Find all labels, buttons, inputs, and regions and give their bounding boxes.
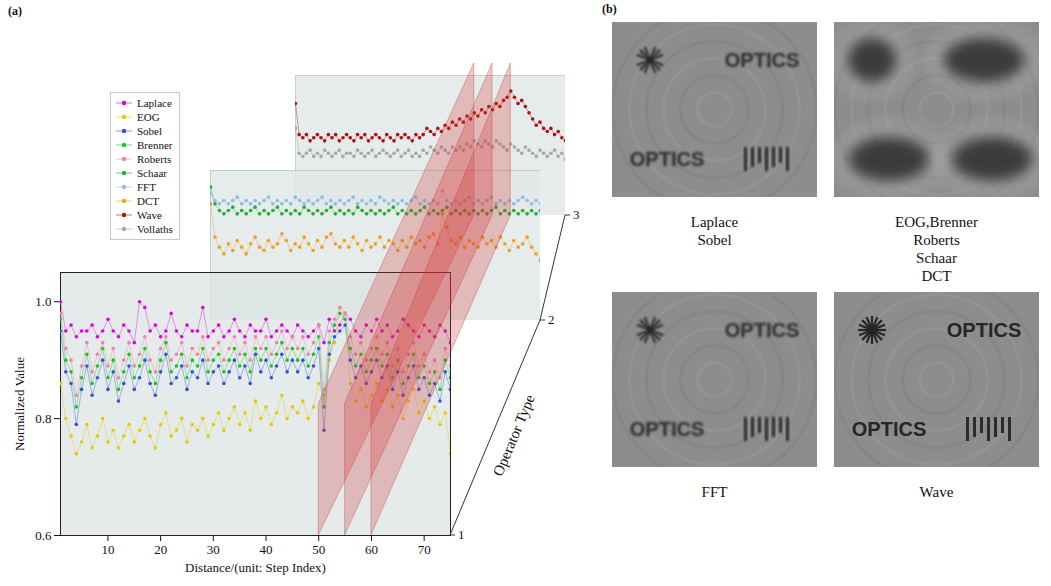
svg-text:0.8: 0.8 bbox=[35, 411, 51, 426]
svg-text:30: 30 bbox=[207, 542, 220, 557]
svg-text:OPTICS: OPTICS bbox=[852, 418, 926, 440]
html-text:FFT: FFT bbox=[137, 181, 156, 193]
svg-text:(b): (b) bbox=[602, 2, 617, 16]
html-text:EOG: EOG bbox=[137, 111, 160, 123]
html-text:DCT: DCT bbox=[137, 195, 159, 207]
svg-text:2: 2 bbox=[548, 312, 555, 327]
svg-text:50: 50 bbox=[312, 542, 325, 557]
html-text:Vollaths: Vollaths bbox=[137, 223, 173, 235]
svg-text:OPTICS: OPTICS bbox=[630, 418, 704, 440]
svg-text:1: 1 bbox=[458, 527, 465, 542]
svg-text:EOG,Brenner: EOG,Brenner bbox=[895, 214, 978, 230]
svg-text:Sobel: Sobel bbox=[697, 232, 731, 248]
html-text:Roberts: Roberts bbox=[137, 153, 172, 165]
html-text:(a): (a) bbox=[8, 4, 22, 18]
svg-text:3: 3 bbox=[573, 207, 580, 222]
html-text:Laplace: Laplace bbox=[137, 97, 172, 109]
svg-text:Laplace: Laplace bbox=[691, 214, 739, 230]
html-text:Wave: Wave bbox=[137, 209, 162, 221]
svg-text:Roberts: Roberts bbox=[913, 232, 960, 248]
svg-text:Schaar: Schaar bbox=[916, 250, 957, 266]
svg-text:Operator Type: Operator Type bbox=[490, 392, 538, 478]
svg-text:OPTICS: OPTICS bbox=[725, 319, 799, 341]
svg-text:OPTICS: OPTICS bbox=[725, 49, 799, 71]
html-text:Brenner: Brenner bbox=[137, 139, 173, 151]
svg-text:70: 70 bbox=[418, 542, 431, 557]
svg-text:1.0: 1.0 bbox=[35, 294, 51, 309]
svg-text:Normalized Value: Normalized Value bbox=[12, 357, 27, 451]
svg-text:0.6: 0.6 bbox=[35, 528, 52, 543]
svg-text:Distance/(unit: Step Index): Distance/(unit: Step Index) bbox=[185, 560, 326, 575]
svg-text:DCT: DCT bbox=[922, 268, 952, 284]
svg-text:40: 40 bbox=[260, 542, 273, 557]
html-text:Sobel: Sobel bbox=[137, 125, 163, 137]
svg-text:OPTICS: OPTICS bbox=[630, 148, 704, 170]
svg-text:60: 60 bbox=[365, 542, 378, 557]
svg-text:Wave: Wave bbox=[920, 484, 954, 500]
svg-text:OPTICS: OPTICS bbox=[947, 319, 1021, 341]
svg-text:20: 20 bbox=[154, 542, 167, 557]
svg-text:10: 10 bbox=[101, 542, 114, 557]
svg-text:FFT: FFT bbox=[702, 484, 728, 500]
html-text:Schaar: Schaar bbox=[137, 167, 167, 179]
